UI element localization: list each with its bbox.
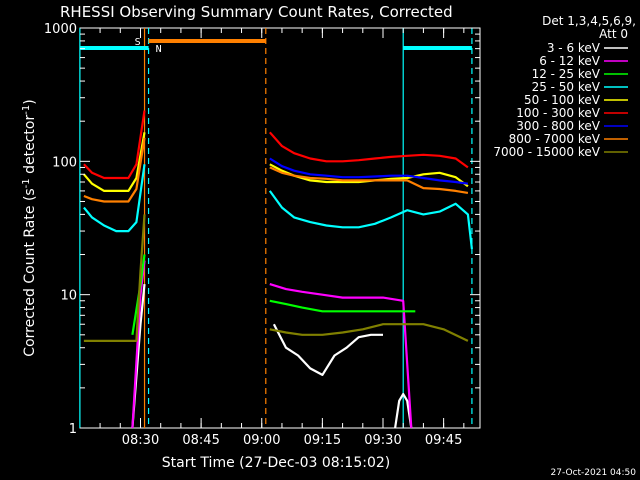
legend-label: 800 - 7000 keV — [509, 132, 601, 146]
legend-label: 25 - 50 keV — [532, 80, 601, 94]
flag-bars: SN — [79, 37, 472, 55]
legend-label: 6 - 12 keV — [539, 54, 601, 68]
legend-label: 12 - 25 keV — [532, 67, 601, 81]
series-line — [268, 190, 473, 250]
series-line — [269, 323, 469, 342]
series-line — [268, 131, 469, 169]
x-tick-label: 09:45 — [425, 433, 462, 448]
legend-label: 3 - 6 keV — [547, 41, 601, 55]
y-tick-label: 1000 — [44, 22, 77, 37]
legend-label: 100 - 300 keV — [516, 106, 600, 120]
x-axis-label: Start Time (27-Dec-03 08:15:02) — [162, 455, 390, 471]
series-line — [83, 110, 146, 180]
legend-header-line-1: Det 1,3,4,5,6,9, — [542, 14, 636, 28]
series-line — [269, 166, 469, 194]
x-tick-label: 08:30 — [122, 433, 159, 448]
flag-label: S — [135, 37, 141, 48]
y-tick-label: 1 — [69, 422, 77, 437]
series-line — [83, 164, 146, 233]
series-line — [83, 137, 146, 203]
vertical-markers — [79, 28, 473, 428]
series-line — [83, 214, 146, 342]
timestamp: 27-Oct-2021 04:50 — [551, 468, 637, 478]
legend-label: 7000 - 15000 keV — [493, 145, 600, 159]
x-tick-label: 09:15 — [304, 433, 341, 448]
legend-label: 300 - 800 keV — [516, 119, 600, 133]
chart-title: RHESSI Observing Summary Count Rates, Co… — [60, 3, 453, 21]
series-line — [394, 392, 413, 429]
series-layer — [83, 110, 473, 429]
x-axis: 08:30 08:45 09:00 09:15 09:30 09:45 — [99, 28, 465, 448]
y-tick-label: 10 — [60, 289, 77, 304]
series-line — [269, 283, 413, 429]
y-tick-label: 100 — [52, 155, 77, 170]
x-tick-label: 09:00 — [243, 433, 280, 448]
x-tick-label: 09:30 — [364, 433, 401, 448]
x-tick-label: 08:45 — [182, 433, 219, 448]
series-line — [272, 323, 383, 376]
series-line — [269, 157, 469, 185]
legend-label: 50 - 100 keV — [524, 93, 601, 107]
flag-label: N — [156, 44, 162, 55]
series-line — [269, 299, 416, 313]
y-axis-label: Corrected Count Rate (s-1 detector-1) — [21, 99, 38, 356]
legend-header-line-2: Att 0 — [599, 27, 628, 41]
y-axis: 1 10 100 1000 — [44, 22, 480, 437]
series-line — [83, 132, 146, 192]
